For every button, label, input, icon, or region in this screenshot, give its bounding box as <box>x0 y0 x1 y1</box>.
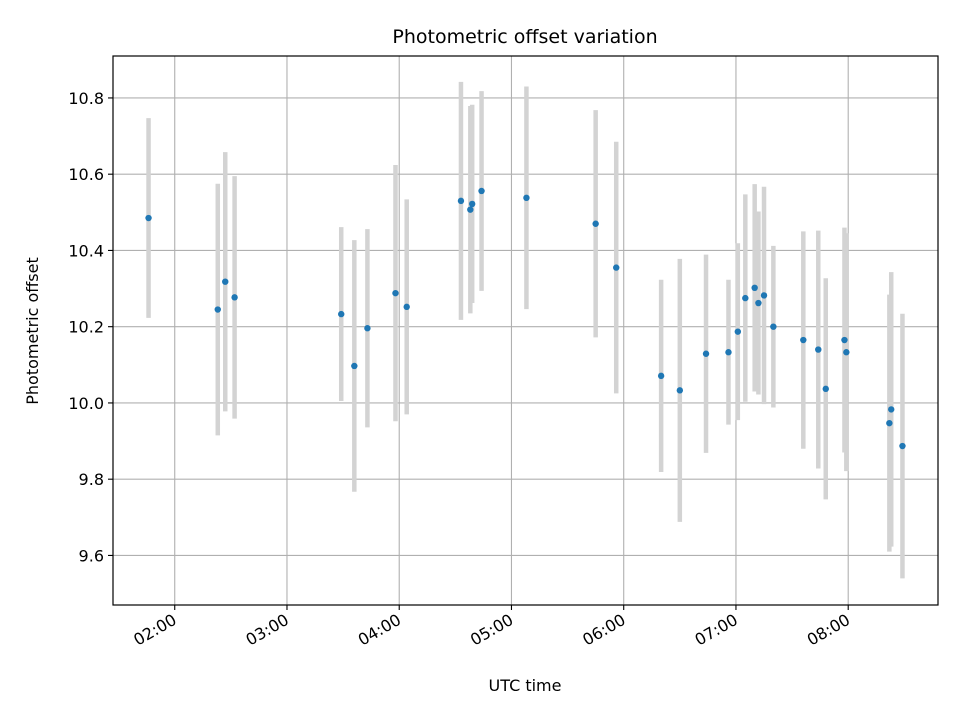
y-axis-label: Photometric offset <box>23 257 42 405</box>
data-point <box>702 350 710 357</box>
data-points <box>145 187 906 450</box>
data-point <box>815 346 822 353</box>
data-point <box>755 299 762 307</box>
y-tick-label: 10.8 <box>68 89 104 108</box>
data-point <box>734 328 742 335</box>
data-point <box>214 306 221 313</box>
data-point <box>403 303 410 311</box>
data-point <box>478 187 485 195</box>
y-tick-label: 9.8 <box>79 470 104 489</box>
data-point <box>843 349 850 356</box>
data-point <box>899 442 906 450</box>
data-point <box>841 336 848 344</box>
plot-frame <box>112 55 939 606</box>
data-point <box>468 200 476 208</box>
data-point <box>364 325 371 332</box>
y-axis-ticks: 9.6 9.8 10.0 10.2 10.4 10.6 10.8 <box>68 89 113 565</box>
data-point <box>760 292 768 299</box>
data-point <box>231 294 238 301</box>
data-point <box>886 419 893 427</box>
data-point <box>523 194 530 202</box>
y-tick-label: 10.0 <box>68 394 104 413</box>
data-point <box>657 372 665 380</box>
data-point <box>467 206 474 213</box>
y-tick-label: 9.6 <box>79 546 104 565</box>
data-point <box>592 220 599 227</box>
data-point <box>822 385 829 393</box>
data-point <box>145 214 152 222</box>
data-point <box>613 264 620 271</box>
data-point <box>888 406 895 413</box>
y-tick-label: 10.4 <box>68 241 104 260</box>
data-point <box>351 362 358 370</box>
data-point <box>770 323 777 330</box>
x-axis-label: UTC time <box>489 676 562 695</box>
y-tick-label: 10.6 <box>68 165 104 184</box>
data-point <box>222 278 229 285</box>
chart-title: Photometric offset variation <box>392 26 657 48</box>
data-point <box>742 294 749 302</box>
data-point <box>751 284 758 291</box>
data-point <box>725 349 732 356</box>
data-point <box>392 289 399 297</box>
data-point <box>800 336 807 344</box>
y-tick-label: 10.2 <box>68 318 104 337</box>
data-point <box>457 197 465 205</box>
data-point <box>338 310 345 318</box>
data-point <box>676 387 684 394</box>
